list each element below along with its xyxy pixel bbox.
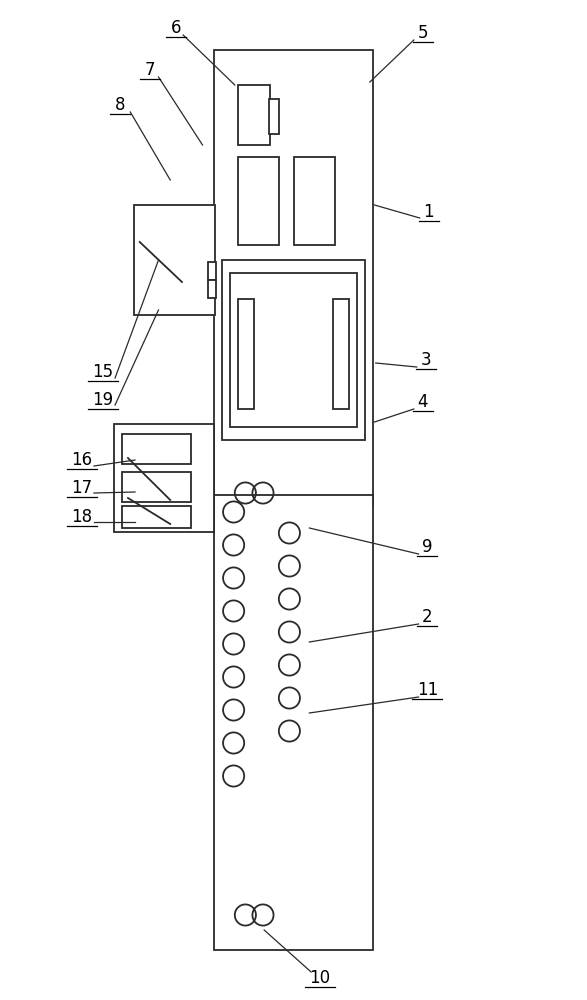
Text: 5: 5 [417, 24, 428, 42]
Bar [114, 424, 214, 532]
Text: 8: 8 [115, 96, 126, 114]
Bar [333, 299, 349, 409]
Bar [238, 299, 254, 409]
Bar [122, 434, 191, 464]
Text: 1: 1 [423, 203, 434, 221]
Text: 9: 9 [422, 538, 433, 556]
Text: 19: 19 [92, 391, 113, 409]
Bar [208, 280, 216, 298]
Text: 16: 16 [72, 451, 93, 469]
Bar [208, 262, 216, 280]
Bar [122, 472, 191, 502]
Bar [222, 260, 365, 440]
Bar [238, 85, 270, 145]
Text: 10: 10 [309, 969, 330, 987]
Text: 11: 11 [417, 681, 438, 699]
Bar [238, 157, 279, 245]
Text: 2: 2 [422, 608, 433, 626]
Bar [214, 50, 373, 505]
Text: 3: 3 [420, 351, 431, 369]
Text: 6: 6 [171, 19, 181, 37]
Bar [230, 273, 357, 427]
Text: 17: 17 [72, 479, 93, 497]
Text: 4: 4 [417, 393, 428, 411]
Bar [294, 157, 335, 245]
Bar [134, 205, 215, 315]
Bar [122, 506, 191, 528]
Text: 15: 15 [92, 363, 113, 381]
Bar [269, 99, 279, 134]
Text: 18: 18 [72, 508, 93, 526]
Bar [214, 495, 373, 950]
Text: 7: 7 [144, 61, 155, 79]
